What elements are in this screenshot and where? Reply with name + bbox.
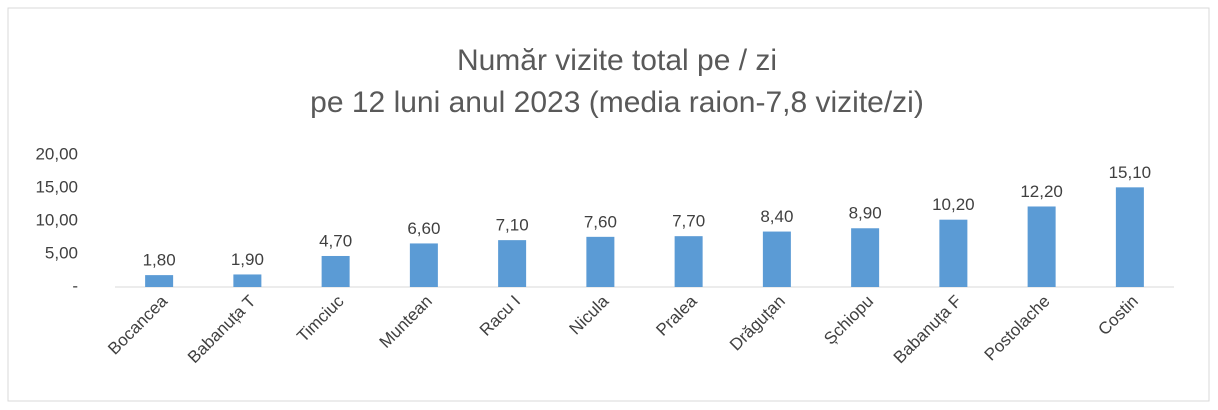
chart-frame	[7, 7, 1210, 402]
data-label: 1,90	[231, 250, 264, 269]
bar	[939, 219, 968, 287]
y-tick-label: 10,00	[35, 210, 78, 229]
bar	[498, 240, 527, 287]
y-tick-label: 15,00	[35, 177, 78, 196]
bar	[586, 236, 615, 287]
bar	[233, 274, 262, 287]
y-tick-label: 20,00	[35, 144, 78, 163]
chart-title: Număr vizite total pe / zi	[457, 44, 777, 77]
bar	[1027, 206, 1056, 287]
chart-subtitle: pe 12 luni anul 2023 (media raion-7,8 vi…	[310, 86, 924, 119]
data-label: 15,10	[1109, 163, 1152, 182]
data-label: 7,60	[584, 212, 617, 231]
y-tick-label: -	[72, 276, 78, 295]
data-label: 7,10	[496, 216, 529, 235]
data-label: 10,20	[932, 195, 975, 214]
data-label: 4,70	[319, 231, 352, 250]
data-label: 12,20	[1020, 182, 1063, 201]
bar	[409, 243, 438, 287]
bar	[674, 236, 703, 287]
bar	[321, 255, 350, 287]
data-label: 8,90	[849, 204, 882, 223]
data-label: 8,40	[760, 207, 793, 226]
y-tick-label: 5,00	[45, 243, 78, 262]
data-label: 7,70	[672, 212, 705, 231]
bar	[145, 275, 174, 287]
data-label: 1,80	[143, 251, 176, 270]
data-label: 6,60	[407, 219, 440, 238]
bar	[762, 231, 791, 287]
bar	[851, 228, 880, 287]
bar	[1115, 187, 1144, 287]
